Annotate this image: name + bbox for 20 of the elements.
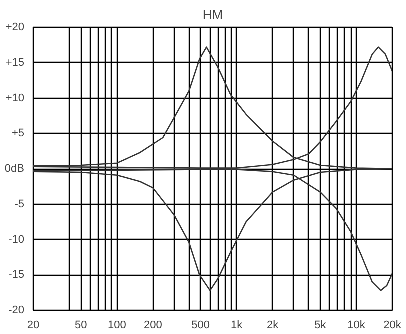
y-tick-label: +5 [12,128,25,140]
x-tick-label: 20k [384,320,402,332]
y-tick-label: +15 [6,56,25,69]
x-tick-label: 5k [314,320,327,332]
x-tick-label: 2k [267,320,280,332]
y-tick-label: -5 [14,198,24,210]
y-tick-label: 0dB [4,163,25,175]
y-tick-label: +20 [6,22,25,34]
x-tick-label: 10k [348,320,366,332]
x-tick-label: 50 [75,320,88,332]
x-tick-label: 500 [192,320,210,332]
y-tick-label: -20 [8,304,25,316]
y-tick-label: +10 [6,92,25,104]
chart-title: HM [202,8,224,22]
y-tick-label: -10 [8,234,25,246]
x-tick-label: 20 [27,320,40,332]
x-tick-label: 100 [108,320,126,332]
x-tick-label: 200 [144,320,162,332]
y-tick-label: -15 [8,269,25,282]
x-tick-label: 1k [231,320,244,332]
